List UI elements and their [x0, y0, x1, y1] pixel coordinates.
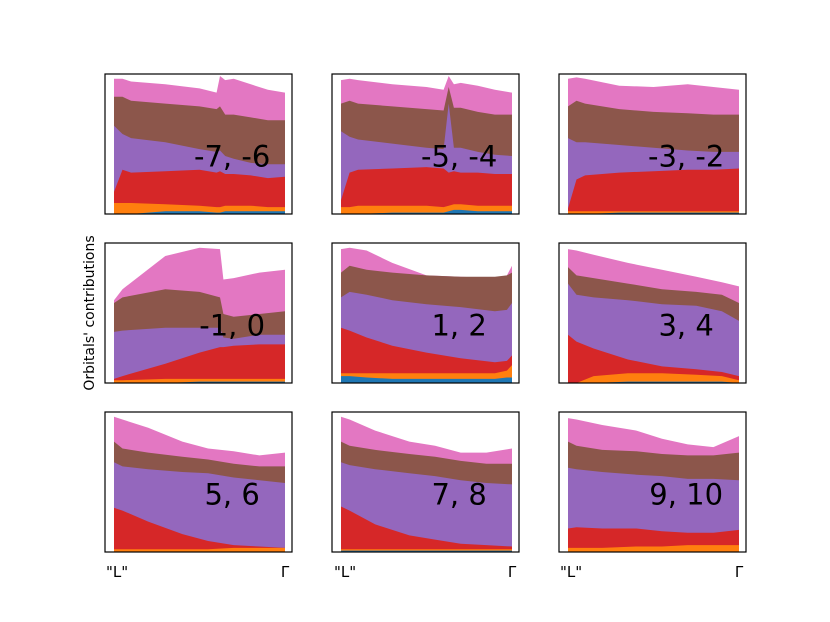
area-red-panel-0 — [114, 169, 285, 214]
area-orange-panel-8 — [568, 545, 739, 552]
panel-frame-7 — [331, 411, 520, 553]
panel-frame-4 — [331, 242, 520, 384]
area-orange-panel-5 — [568, 373, 739, 383]
band-label-5: 3, 4 — [658, 308, 713, 342]
panel-3: -1, 0 — [104, 242, 293, 384]
x-tick-start-col1: "L" — [106, 563, 128, 581]
x-tick-start-col3: "L" — [560, 563, 582, 581]
area-blue-panel-0 — [114, 211, 285, 214]
y-axis-label: Orbitals' contributions — [82, 235, 98, 390]
x-tick-end-col2: Γ — [508, 563, 517, 581]
band-label-3: -1, 0 — [199, 308, 265, 342]
band-label-4: 1, 2 — [431, 308, 486, 342]
area-red-panel-5 — [568, 334, 739, 383]
panel-frame-0 — [104, 73, 293, 215]
panel-frame-1 — [331, 73, 520, 215]
panel-1: -5, -4 — [331, 73, 520, 215]
area-blue-panel-4 — [341, 376, 512, 383]
band-label-0: -7, -6 — [194, 139, 270, 173]
area-red-panel-4 — [341, 327, 512, 383]
panel-frame-2 — [558, 73, 747, 215]
area-red-panel-1 — [341, 167, 512, 214]
x-tick-start-col2: "L" — [334, 563, 356, 581]
area-orange-panel-6 — [114, 547, 285, 552]
band-label-1: -5, -4 — [421, 139, 497, 173]
panel-8: 9, 10 — [558, 411, 747, 553]
band-label-2: -3, -2 — [648, 139, 724, 173]
panel-frame-3 — [104, 242, 293, 384]
x-tick-end-col3: Γ — [735, 563, 744, 581]
area-red-panel-7 — [341, 506, 512, 552]
area-red-panel-6 — [114, 507, 285, 552]
panel-4: 1, 2 — [331, 242, 520, 384]
panel-5: 3, 4 — [558, 242, 747, 384]
panel-0: -7, -6 — [104, 73, 293, 215]
panel-grid: -7, -6 -5, -4 -3, -2 -1, 0 1, 2 3, 4 5, 6 7, 8 9… — [104, 73, 747, 553]
panel-frame-6 — [104, 411, 293, 553]
area-red-panel-3 — [114, 344, 285, 383]
x-tick-end-col1: Γ — [281, 563, 290, 581]
band-label-6: 5, 6 — [204, 477, 259, 511]
panel-6: 5, 6 — [104, 411, 293, 553]
band-label-7: 7, 8 — [431, 477, 486, 511]
panel-frame-5 — [558, 242, 747, 384]
panel-7: 7, 8 — [331, 411, 520, 553]
area-blue-panel-1 — [341, 209, 512, 214]
panel-frame-8 — [558, 411, 747, 553]
panel-2: -3, -2 — [558, 73, 747, 215]
area-red-panel-2 — [568, 168, 739, 214]
band-label-8: 9, 10 — [649, 477, 723, 511]
